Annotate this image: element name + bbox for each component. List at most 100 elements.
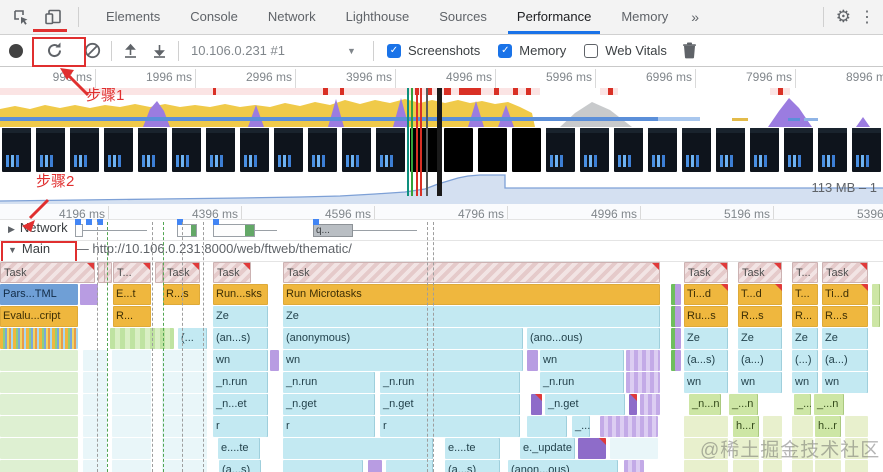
flame-bar[interactable]	[872, 284, 880, 305]
flame-bar-r[interactable]: R...	[792, 306, 818, 327]
filmstrip-frame[interactable]	[580, 128, 609, 172]
flame-bar[interactable]	[671, 350, 677, 371]
flame-bar[interactable]	[815, 460, 841, 472]
flame-bar-r[interactable]: r	[213, 416, 268, 437]
flame-bar-task[interactable]: Task	[684, 262, 728, 283]
flame-bar[interactable]	[845, 460, 868, 472]
flame-bar-ete[interactable]: e....te	[218, 438, 260, 459]
flame-bar-a[interactable]: (a...)	[822, 350, 868, 371]
flame-bar-task[interactable]: Task	[0, 262, 95, 283]
flame-bar[interactable]	[162, 438, 207, 459]
flame-bar[interactable]	[80, 284, 98, 305]
flame-bar[interactable]	[675, 306, 681, 327]
flame-bar-nrun[interactable]: _n.run	[213, 372, 268, 393]
filmstrip-frame[interactable]	[818, 128, 847, 172]
flame-bar-task[interactable]: Task	[163, 262, 200, 283]
flame-bar[interactable]	[368, 460, 382, 472]
detail-ruler[interactable]: 4196 ms 4396 ms 4596 ms 4796 ms 4996 ms 5196 …	[0, 204, 883, 221]
filmstrip-frame[interactable]	[750, 128, 779, 172]
tab-console[interactable]: Console	[190, 9, 238, 24]
screenshots-checkbox[interactable]: ✓ Screenshots	[387, 43, 480, 58]
reload-and-record-button[interactable]	[45, 41, 64, 60]
flame-bar[interactable]	[0, 372, 78, 393]
filmstrip-frame[interactable]	[274, 128, 303, 172]
filmstrip-frame[interactable]	[682, 128, 711, 172]
flame-bar[interactable]	[112, 416, 151, 437]
flame-bar-ete[interactable]: e....te	[445, 438, 500, 459]
flame-bar[interactable]	[600, 416, 658, 437]
kebab-menu-icon[interactable]: ⋮	[859, 9, 875, 26]
filmstrip-frame[interactable]	[410, 128, 439, 172]
flame-bar-et[interactable]: E...t	[113, 284, 151, 305]
flame-bar[interactable]	[162, 372, 207, 393]
flame-bar[interactable]	[104, 262, 112, 283]
filmstrip-frame[interactable]	[648, 128, 677, 172]
flame-bar[interactable]	[845, 438, 868, 459]
capture-select[interactable]: 10.106.0.231 #1 ▼	[191, 43, 361, 58]
flame-bar[interactable]	[83, 394, 107, 415]
clear-button[interactable]	[84, 42, 101, 59]
flame-bar-wn[interactable]: wn	[684, 372, 728, 393]
flame-bar-anonous[interactable]: (anon...ous)	[508, 460, 618, 472]
flame-bar-task[interactable]: Task	[213, 262, 251, 283]
flame-bar-ze[interactable]: Ze	[822, 328, 868, 349]
flame-bar-anoous[interactable]: (ano...ous)	[527, 328, 660, 349]
flame-bar-runmicrotasks[interactable]: Run Microtasks	[283, 284, 660, 305]
flame-bar[interactable]	[112, 350, 151, 371]
flame-bar[interactable]	[845, 416, 868, 437]
flame-bar[interactable]	[684, 438, 728, 459]
flame-bar[interactable]	[155, 262, 163, 283]
flame-bar[interactable]	[675, 328, 681, 349]
flame-bar-hr[interactable]: h...r	[815, 416, 841, 437]
flame-bar[interactable]	[624, 460, 644, 472]
flame-bar-wn[interactable]: wn	[283, 350, 523, 371]
flame-bar[interactable]	[83, 416, 107, 437]
checkbox-unchecked-icon[interactable]	[584, 43, 599, 58]
flame-bar[interactable]	[671, 284, 677, 305]
network-request-bar[interactable]	[75, 224, 83, 237]
web-vitals-checkbox[interactable]: Web Vitals	[584, 43, 667, 58]
filmstrip-frame[interactable]	[478, 128, 507, 172]
flame-bar-ze[interactable]: Ze	[738, 328, 782, 349]
flame-bar-wn[interactable]: wn	[822, 372, 868, 393]
filmstrip-frame[interactable]	[342, 128, 371, 172]
flame-bar-wn[interactable]: wn	[738, 372, 782, 393]
flame-bar-tid[interactable]: Ti...d	[822, 284, 868, 305]
flame-bar-nrun[interactable]: _n.run	[380, 372, 520, 393]
flame-bar-nrun[interactable]: _n.run	[540, 372, 624, 393]
flame-bar[interactable]	[763, 460, 782, 472]
flame-bar[interactable]	[0, 350, 78, 371]
filmstrip-frame[interactable]	[172, 128, 201, 172]
gear-icon[interactable]: ⚙	[835, 7, 851, 26]
device-toolbar-icon[interactable]	[42, 6, 64, 28]
tab-elements[interactable]: Elements	[106, 9, 161, 24]
flame-bar-ze[interactable]: Ze	[684, 328, 728, 349]
flame-bar[interactable]	[162, 460, 207, 472]
flame-bar[interactable]	[162, 350, 207, 371]
filmstrip-frame[interactable]	[512, 128, 541, 172]
flame-bar-r[interactable]: r	[283, 416, 375, 437]
filmstrip-frame[interactable]	[36, 128, 65, 172]
flame-bar-as[interactable]: (a...s)	[445, 460, 500, 472]
filmstrip-frame[interactable]	[716, 128, 745, 172]
flame-bar-t[interactable]: T...	[113, 262, 151, 283]
flame-bar-t[interactable]: T...	[792, 262, 818, 283]
flame-bar-nn[interactable]: _n...n	[689, 394, 721, 415]
flame-bar-wn[interactable]: wn	[792, 372, 818, 393]
flame-bar[interactable]	[162, 394, 207, 415]
checkbox-checked-icon[interactable]: ✓	[387, 43, 401, 58]
flame-bar-ze[interactable]: Ze	[792, 328, 818, 349]
flame-bar-net[interactable]: _n...et	[213, 394, 268, 415]
filmstrip-frame[interactable]	[444, 128, 473, 172]
flame-bar-nrun[interactable]: _n.run	[283, 372, 375, 393]
flame-bar-[interactable]: _...	[794, 394, 811, 415]
flame-bar[interactable]	[671, 306, 677, 327]
network-request-bar[interactable]: q...	[313, 224, 353, 237]
flame-bar[interactable]	[733, 438, 759, 459]
memory-checkbox[interactable]: ✓ Memory	[498, 43, 566, 58]
flame-bar-as[interactable]: (a...s)	[684, 350, 728, 371]
tab-performance[interactable]: Performance	[502, 0, 606, 34]
record-button[interactable]	[9, 43, 23, 58]
flame-bar[interactable]	[763, 438, 782, 459]
tab-network[interactable]: Network	[267, 9, 316, 24]
